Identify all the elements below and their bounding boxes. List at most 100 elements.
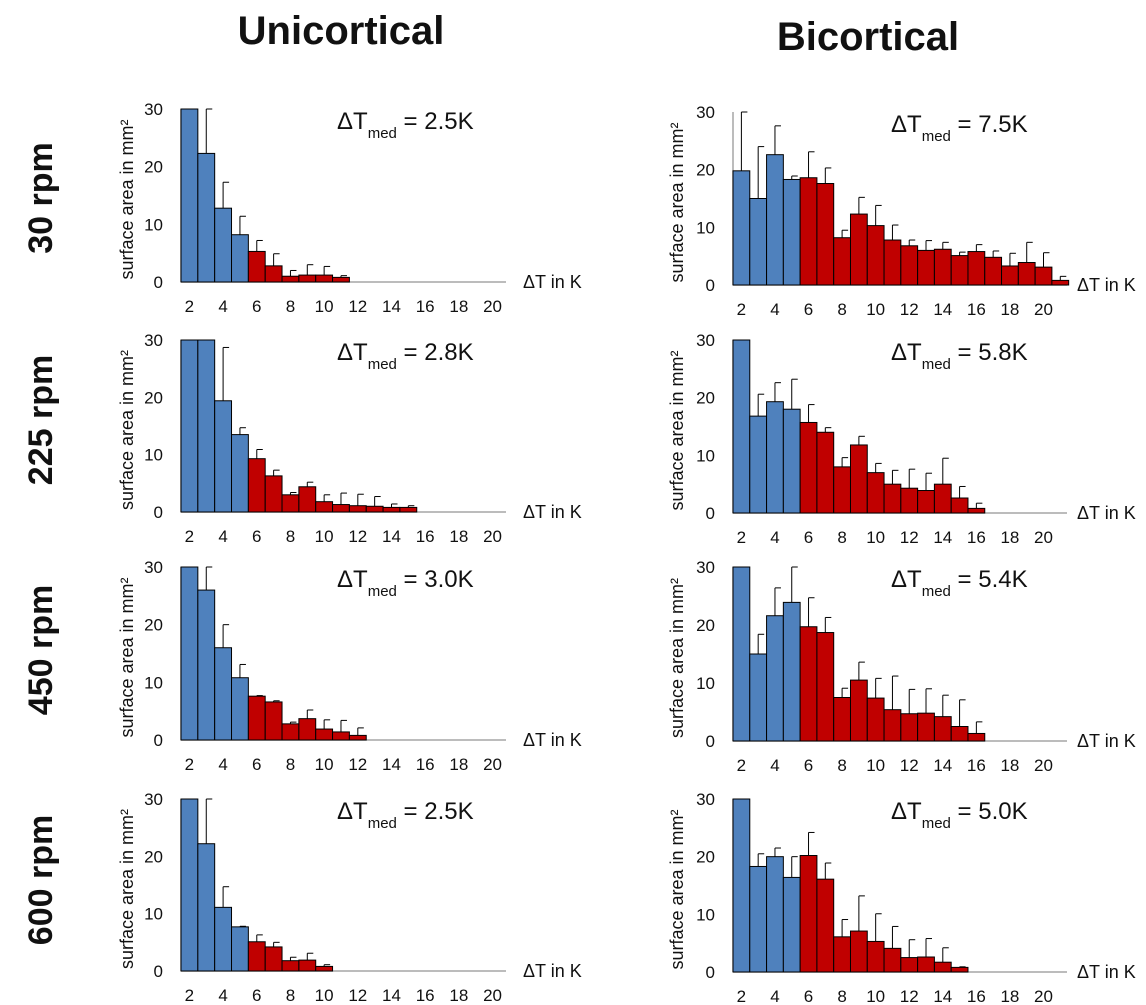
bar — [816, 431, 835, 514]
bar — [833, 466, 851, 514]
bar — [967, 732, 986, 742]
bar — [281, 494, 300, 513]
y-tick-label: 0 — [706, 276, 715, 295]
bar — [933, 483, 952, 514]
x-axis-label: ΔT in K — [1077, 731, 1136, 751]
bar — [298, 274, 317, 283]
y-tick-label: 20 — [696, 616, 715, 635]
y-tick-label: 30 — [696, 558, 715, 577]
x-tick-label: 12 — [348, 297, 367, 316]
bar — [315, 728, 334, 741]
x-tick-label: 8 — [837, 528, 846, 547]
y-tick-label: 10 — [144, 215, 163, 234]
x-axis-label: ΔT in K — [523, 961, 582, 981]
x-tick-label: 10 — [315, 527, 334, 546]
x-tick-label: 12 — [348, 527, 367, 546]
bar — [264, 946, 283, 972]
x-tick-label: 6 — [804, 987, 813, 1005]
bar — [365, 505, 384, 513]
bar — [782, 601, 801, 742]
y-axis-label: surface area in mm² — [667, 578, 687, 738]
x-tick-label: 2 — [737, 756, 746, 775]
x-tick-label: 14 — [933, 987, 952, 1005]
bar — [883, 483, 902, 514]
bar — [281, 960, 300, 972]
x-tick-label: 18 — [449, 527, 468, 546]
bar — [315, 274, 334, 283]
x-tick-label: 6 — [804, 300, 813, 319]
bar — [900, 245, 919, 286]
bar — [933, 716, 952, 742]
y-tick-label: 0 — [154, 962, 163, 981]
column-title-unicortical: Unicortical — [238, 9, 445, 53]
bar — [799, 855, 818, 973]
bar — [967, 251, 986, 286]
y-tick-label: 20 — [144, 847, 163, 866]
bar — [231, 926, 249, 972]
bar — [749, 653, 768, 742]
bar — [197, 589, 216, 741]
row-label-30-rpm: 30 rpm — [22, 142, 60, 254]
median-annotation: ΔTmed = 5.0K — [891, 798, 1028, 832]
bar — [833, 936, 851, 973]
panel-bicortical-600-rpm: 0 10 20 30 2 4 6 8 10 12 14 16 18 20 surface area in m… — [667, 790, 1136, 1005]
median-annotation: ΔTmed = 7.5K — [891, 111, 1028, 145]
x-tick-label: 4 — [770, 528, 779, 547]
bar — [231, 677, 249, 741]
bar — [332, 504, 350, 513]
x-tick-label: 2 — [737, 300, 746, 319]
x-tick-label: 20 — [1034, 756, 1053, 775]
x-tick-label: 8 — [286, 297, 295, 316]
bar — [180, 108, 199, 283]
y-tick-label: 0 — [706, 732, 715, 751]
bar — [866, 697, 885, 742]
bar — [749, 415, 768, 514]
x-tick-label: 14 — [933, 756, 952, 775]
y-tick-label: 20 — [696, 389, 715, 408]
y-tick-label: 30 — [144, 790, 163, 809]
y-tick-label: 30 — [696, 103, 715, 122]
y-tick-label: 30 — [696, 331, 715, 350]
x-axis-label: ΔT in K — [523, 730, 582, 750]
x-tick-label: 10 — [315, 986, 334, 1005]
bar — [214, 906, 233, 972]
y-tick-label: 0 — [706, 504, 715, 523]
median-annotation: ΔTmed = 2.5K — [337, 108, 474, 142]
median-annotation: ΔTmed = 2.8K — [337, 339, 474, 373]
bar — [298, 718, 317, 741]
x-tick-label: 8 — [286, 986, 295, 1005]
bar — [348, 734, 367, 741]
x-tick-label: 20 — [483, 755, 502, 774]
bar — [833, 697, 851, 742]
x-tick-label: 18 — [449, 755, 468, 774]
x-tick-label: 12 — [900, 300, 919, 319]
bar — [766, 401, 784, 514]
y-tick-label: 10 — [696, 446, 715, 465]
bar — [967, 507, 986, 514]
bar — [281, 275, 300, 283]
bar — [231, 434, 249, 513]
bar — [298, 486, 317, 513]
bar — [264, 475, 283, 513]
y-axis-label: surface area in mm² — [117, 577, 137, 737]
y-axis-label: surface area in mm² — [117, 350, 137, 510]
bar — [917, 956, 935, 973]
median-annotation: ΔTmed = 5.8K — [891, 339, 1028, 373]
bar — [799, 421, 818, 514]
bar — [866, 940, 885, 973]
row-label-600-rpm: 600 rpm — [22, 815, 60, 945]
bar — [849, 444, 868, 514]
bar — [1017, 262, 1036, 286]
x-tick-label: 16 — [416, 986, 435, 1005]
panel-unicortical-30-rpm: 0 10 20 30 2 4 6 8 10 12 14 16 18 20 surface area in m… — [117, 100, 582, 316]
x-tick-label: 2 — [185, 986, 194, 1005]
bar — [1001, 265, 1019, 286]
bar — [816, 878, 835, 973]
x-axis-label: ΔT in K — [523, 502, 582, 522]
x-tick-label: 18 — [1000, 756, 1019, 775]
bar — [782, 408, 801, 514]
x-tick-label: 10 — [866, 756, 885, 775]
y-axis-label: surface area in mm² — [667, 350, 687, 510]
x-tick-label: 12 — [900, 528, 919, 547]
x-tick-label: 10 — [315, 297, 334, 316]
